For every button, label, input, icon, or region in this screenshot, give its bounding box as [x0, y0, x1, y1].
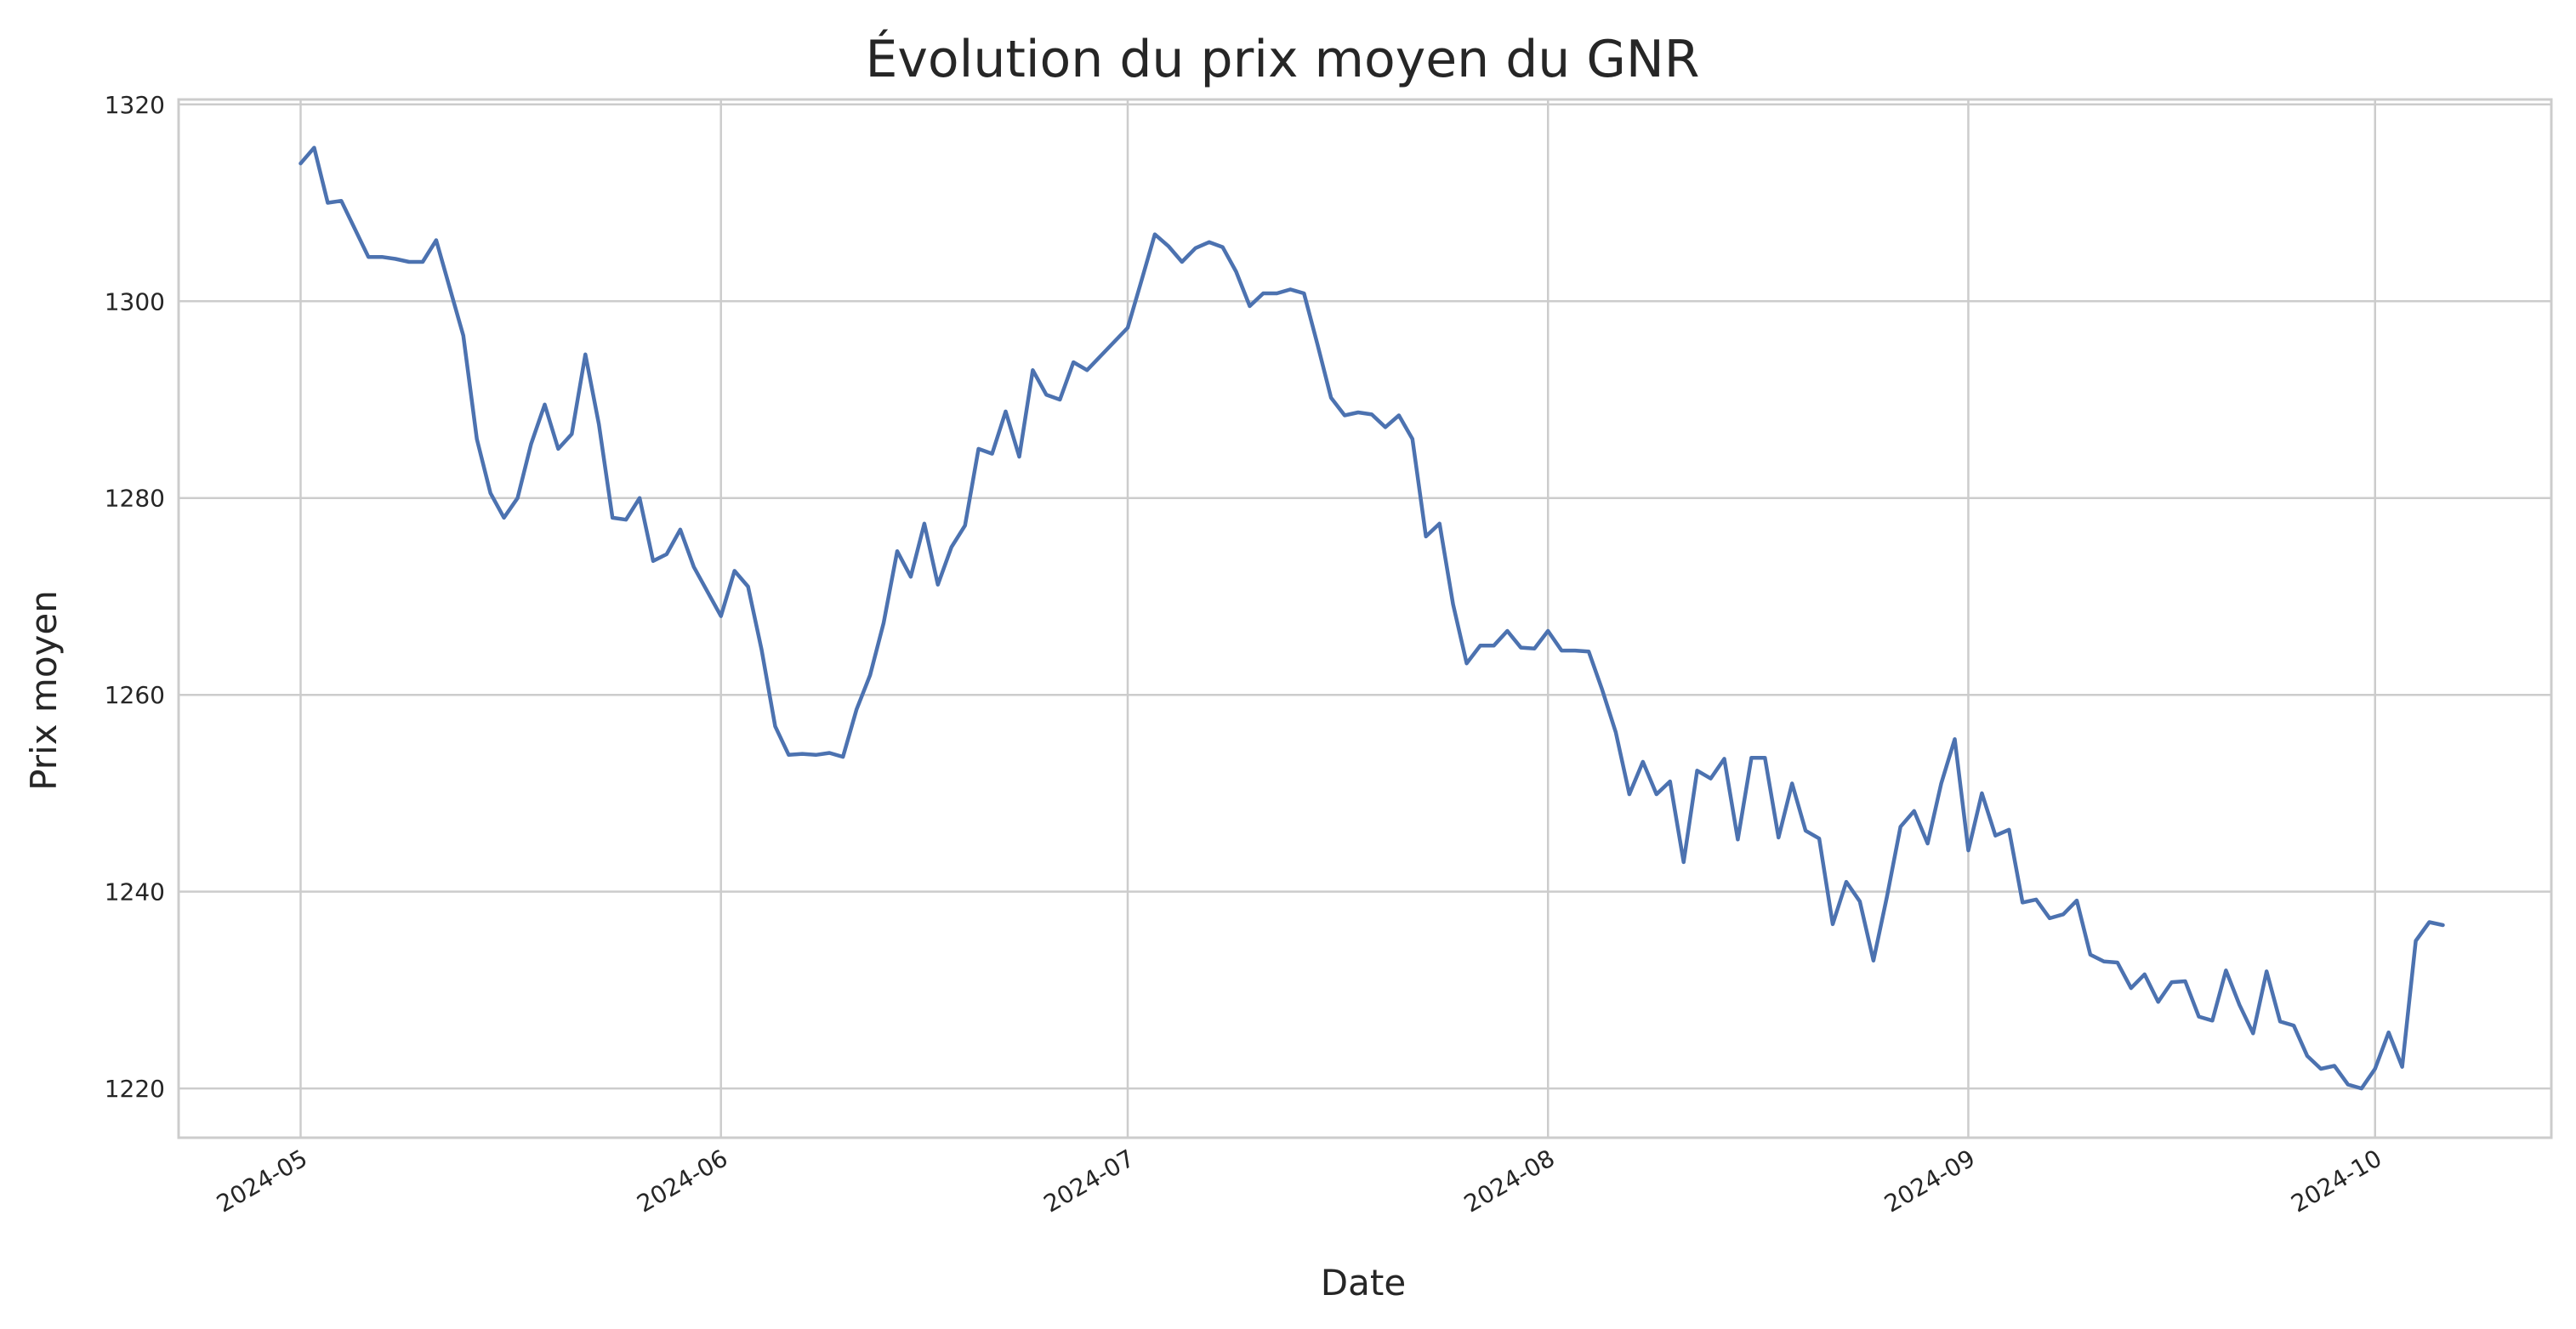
y-tick-label: 1280 — [105, 485, 165, 513]
y-axis-label: Prix moyen — [23, 590, 65, 791]
x-axis-ticks: 2024-05 2024-06 2024-07 2024-08 2024-09 2024-… — [212, 1144, 2386, 1218]
y-tick-label: 1240 — [105, 878, 165, 906]
x-tick-label: 2024-09 — [1879, 1144, 1980, 1218]
y-tick-label: 1220 — [105, 1075, 165, 1103]
x-tick-label: 2024-06 — [632, 1144, 732, 1218]
x-tick-label: 2024-10 — [2286, 1144, 2386, 1218]
y-axis-ticks: 1220 1240 1260 1280 1300 1320 — [105, 91, 165, 1103]
x-axis-label: Date — [1321, 1262, 1406, 1303]
plot-area-frame — [177, 98, 2553, 1139]
x-tick-label: 2024-07 — [1039, 1144, 1140, 1218]
chart-title: Évolution du prix moyen du GNR — [866, 28, 1700, 89]
x-tick-label: 2024-08 — [1459, 1144, 1560, 1218]
y-tick-label: 1320 — [105, 91, 165, 119]
y-tick-label: 1260 — [105, 681, 165, 709]
y-tick-label: 1300 — [105, 287, 165, 315]
series-line-prix-moyen — [299, 145, 2445, 1091]
x-tick-label: 2024-05 — [212, 1144, 312, 1218]
grid — [179, 99, 2551, 1138]
